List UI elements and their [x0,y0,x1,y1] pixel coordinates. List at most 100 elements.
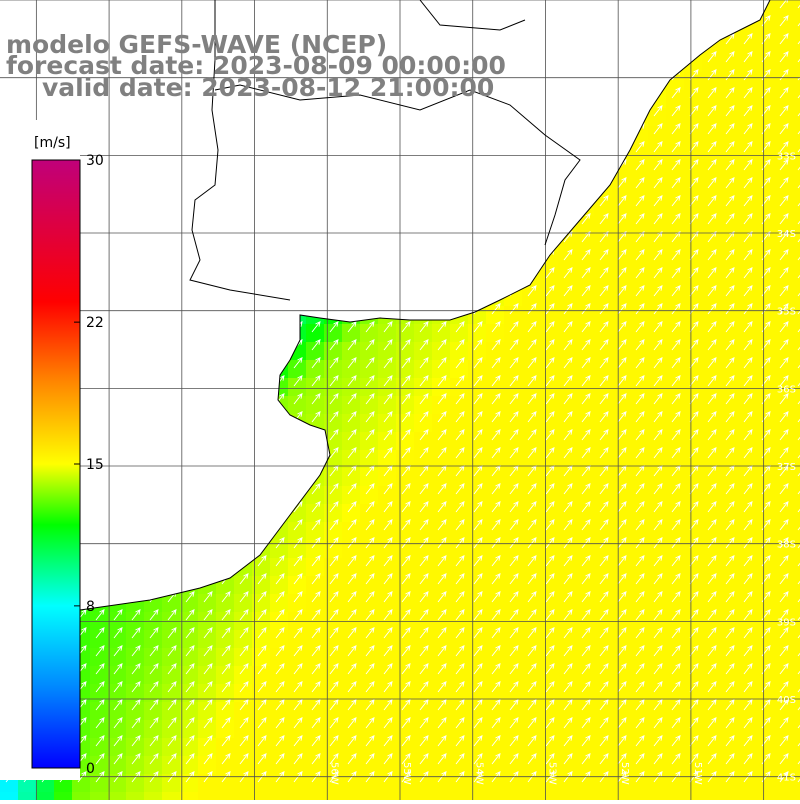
wind-arrow [473,644,483,657]
wind-arrow [599,590,609,603]
field-cell [414,666,432,684]
field-cell [306,648,324,666]
field-cell [342,774,360,792]
field-cell [648,306,666,324]
wind-arrow [491,446,501,459]
field-cell [738,666,756,684]
field-cell [738,684,756,702]
field-cell [648,432,666,450]
wind-arrow [401,752,411,765]
wind-arrow [437,338,447,351]
wind-arrow [95,716,105,729]
field-cell [738,648,756,666]
wind-arrow [527,698,537,711]
wind-arrow [311,482,321,495]
wind-arrow [455,500,465,513]
field-cell [522,324,540,342]
field-cell [684,468,702,486]
wind-arrow [455,644,465,657]
wind-arrow [509,698,519,711]
field-cell [756,378,774,396]
field-cell [414,342,432,360]
coastline [0,0,771,621]
wind-arrow [401,356,411,369]
wind-arrow [311,608,321,621]
field-cell [558,342,576,360]
field-cell [522,468,540,486]
wind-arrow [797,446,800,459]
wind-arrow [239,752,249,765]
field-cell [792,540,800,558]
field-cell [558,738,576,756]
wind-arrow [581,608,591,621]
wind-arrow [689,302,699,315]
field-cell [756,576,774,594]
field-cell [594,648,612,666]
wind-arrow [311,626,321,639]
field-cell [324,522,342,540]
field-cell [774,576,792,594]
wind-arrow [311,500,321,513]
field-cell [396,414,414,432]
field-cell [594,198,612,216]
field-cell [594,576,612,594]
wind-arrow [545,590,555,603]
wind-arrow [581,374,591,387]
field-cell [666,126,684,144]
field-cell [108,774,126,792]
field-cell [378,414,396,432]
field-cell [612,360,630,378]
wind-arrow [797,86,800,99]
wind-arrow [455,446,465,459]
wind-arrow [671,104,681,117]
field-cell [684,180,702,198]
field-cell [792,162,800,180]
wind-arrow [725,284,735,297]
field-cell [612,234,630,252]
wind-arrow [203,644,213,657]
field-cell [378,324,396,342]
field-cell [450,720,468,738]
wind-arrow [797,608,800,621]
field-cell [234,738,252,756]
field-cell [630,720,648,738]
field-cell [468,360,486,378]
wind-arrow [743,104,753,117]
field-cell [756,306,774,324]
field-cell [540,432,558,450]
wind-arrow [653,374,663,387]
field-cell [612,720,630,738]
field-cell [630,396,648,414]
field-cell [666,630,684,648]
wind-arrow [527,392,537,405]
wind-arrow [455,320,465,333]
field-cell [90,756,108,774]
field-cell [612,558,630,576]
wind-arrow [527,536,537,549]
field-cell [630,414,648,432]
wind-arrow [275,734,285,747]
wind-arrow [167,662,177,675]
field-cell [504,720,522,738]
wind-arrow [797,140,800,153]
field-cell [504,306,522,324]
colorbar-tick-label: 8 [86,599,95,615]
wind-arrow [473,716,483,729]
field-cell [630,360,648,378]
field-cell [774,0,792,18]
field-cell [234,684,252,702]
field-cell [342,396,360,414]
wind-arrow [779,248,789,261]
field-cell [576,216,594,234]
wind-arrow [509,734,519,747]
field-cell [558,450,576,468]
wind-arrow [419,446,429,459]
field-cell [198,792,216,800]
wind-arrow [95,698,105,711]
field-cell [756,450,774,468]
field-cell [684,576,702,594]
field-cell [306,360,324,378]
wind-arrow [509,680,519,693]
field-cell [468,720,486,738]
field-cell [774,414,792,432]
